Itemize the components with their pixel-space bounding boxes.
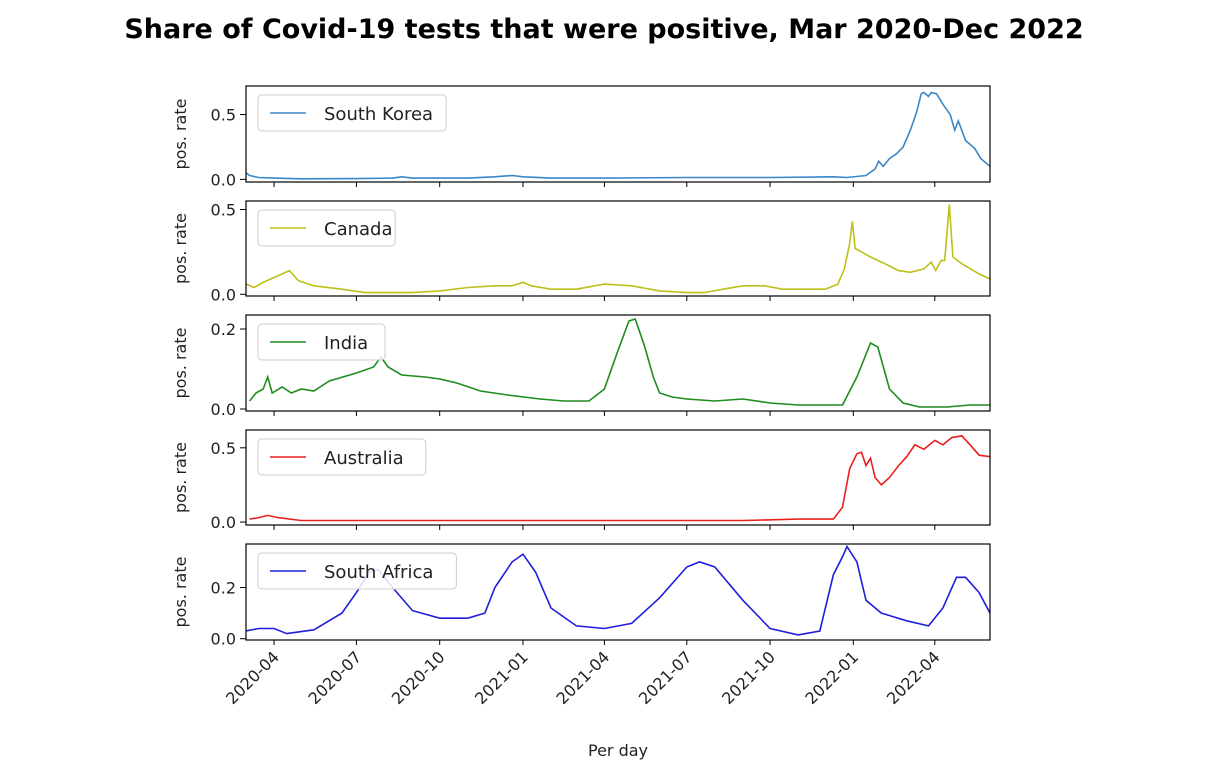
legend-label: Canada [324, 219, 393, 240]
series-line-south-korea [246, 91, 990, 180]
x-axis-label: Per day [588, 741, 648, 760]
legend-label: Australia [324, 448, 404, 469]
y-tick-label: 0.0 [211, 285, 236, 304]
x-tick-label: 2021-01 [471, 647, 532, 708]
legend: Australia [257, 438, 427, 476]
y-axis-label: pos. rate [171, 557, 190, 628]
y-tick-label: 0.0 [211, 170, 236, 189]
panel-south-korea: 0.0 0.5 pos. rate South Korea [171, 85, 991, 189]
x-tick-label: 2020-04 [222, 647, 283, 708]
y-axis-label: pos. rate [171, 99, 190, 170]
plot-frame [245, 543, 991, 641]
legend: Canada [257, 209, 396, 247]
y-tick-label: 0.2 [211, 320, 236, 339]
x-tick-label: 2020-07 [305, 647, 366, 708]
y-tick-label: 0.0 [211, 513, 236, 532]
plot-frame [245, 314, 991, 412]
y-tick-label: 0.0 [211, 400, 236, 419]
series-line-india [248, 318, 990, 408]
panel-south-africa: 0.0 0.2 pos. rate South Africa [171, 543, 991, 649]
y-tick-label: 0.5 [211, 200, 236, 219]
series-line-canada [246, 204, 990, 294]
legend-box [257, 209, 396, 247]
panel-canada: 0.0 0.5 pos. rate Canada [171, 200, 991, 304]
series-line-australia [249, 435, 990, 522]
y-tick-label: 0.0 [211, 630, 236, 649]
legend-label: South Korea [324, 104, 433, 125]
legend-label: South Africa [324, 562, 433, 583]
legend-box [257, 438, 427, 476]
legend-label: India [324, 333, 368, 354]
x-tick-label: 2021-07 [635, 647, 696, 708]
legend: India [257, 323, 386, 361]
legend-box [257, 323, 386, 361]
y-tick-label: 0.5 [211, 106, 236, 125]
panel-india: 0.0 0.2 pos. rate India [171, 314, 991, 419]
legend-box [257, 552, 457, 590]
panels: 0.0 0.5 pos. rate South Korea 0.0 0.5 pos. rat… [171, 85, 991, 649]
plot-frame [245, 429, 991, 526]
x-tick-label: 2020-10 [388, 647, 449, 708]
x-tick-label: 2021-04 [553, 647, 614, 708]
x-tick-label: 2022-01 [801, 647, 862, 708]
x-tick-label: 2021-10 [718, 647, 779, 708]
plot-frame [245, 200, 991, 297]
chart-title: Share of Covid-19 tests that were positi… [124, 14, 1083, 45]
legend: South Africa [257, 552, 457, 590]
y-tick-label: 0.2 [211, 579, 236, 598]
panel-australia: 0.0 0.5 pos. rate Australia [171, 429, 991, 532]
y-axis-label: pos. rate [171, 328, 190, 399]
y-tick-label: 0.5 [211, 439, 236, 458]
legend-box [257, 94, 447, 132]
legend: South Korea [257, 94, 447, 132]
y-axis-label: pos. rate [171, 213, 190, 284]
plot-frame [245, 85, 991, 183]
x-tick-label: 2022-04 [883, 647, 944, 708]
y-axis-label: pos. rate [171, 442, 190, 513]
x-axis: 2020-04 2020-07 2020-10 2021-01 2021-04 2021-… [222, 647, 943, 708]
